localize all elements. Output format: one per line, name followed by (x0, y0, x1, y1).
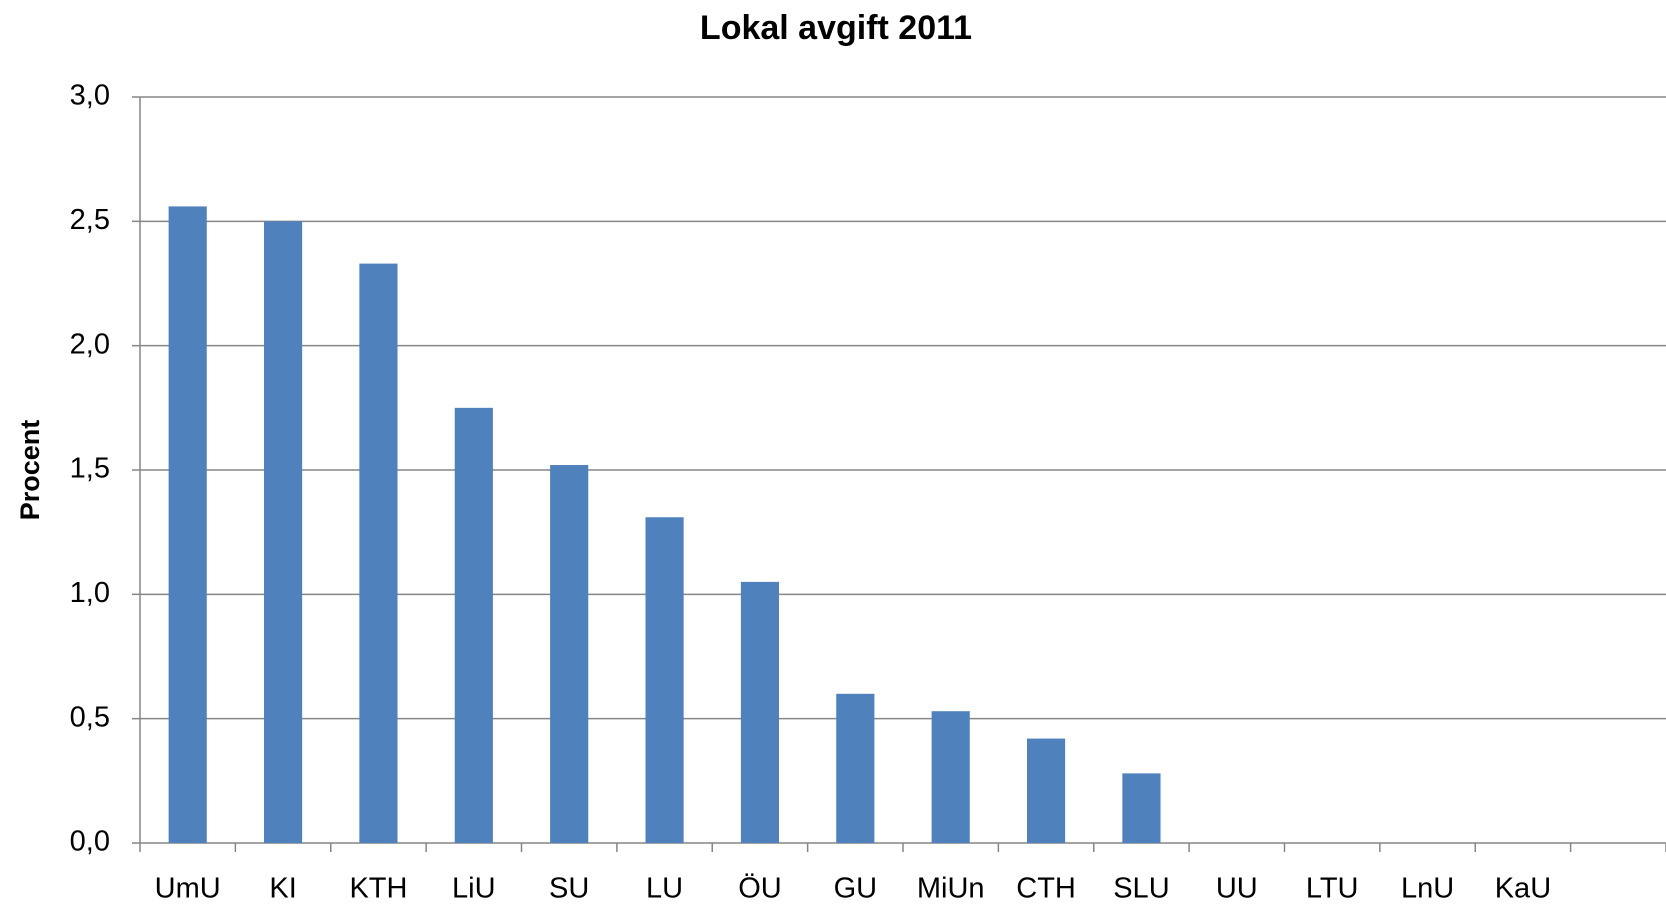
x-tick-label: MiUn (917, 873, 985, 905)
x-tick-label: KI (269, 873, 296, 905)
bar (168, 206, 207, 843)
bar (645, 517, 684, 843)
x-tick-label: GU (834, 873, 878, 905)
x-tick-label: UU (1216, 873, 1258, 905)
y-tick-label: 1,0 (70, 577, 110, 609)
y-tick-label: 2,0 (70, 328, 110, 360)
x-tick-label: SLU (1113, 873, 1169, 905)
bar (836, 693, 875, 843)
bar (740, 581, 780, 843)
x-tick-label: LnU (1401, 873, 1454, 905)
bar (1122, 773, 1161, 843)
bar (550, 465, 589, 843)
x-tick-label: UmU (155, 873, 221, 905)
bar (931, 711, 970, 843)
y-tick-label: 1,5 (70, 453, 110, 485)
x-tick-label: LiU (452, 873, 496, 905)
bar (359, 263, 398, 843)
x-tick-label: SU (549, 873, 589, 905)
bar (1026, 738, 1066, 843)
x-tick-label: ÖU (738, 873, 782, 905)
x-tick-label: KTH (349, 873, 407, 905)
x-tick-label: LU (646, 873, 683, 905)
y-tick-label: 3,0 (70, 80, 110, 112)
y-tick-label: 0,0 (70, 826, 110, 858)
bar (263, 221, 303, 844)
x-tick-label: CTH (1016, 873, 1076, 905)
x-tick-label: KaU (1495, 873, 1551, 905)
bar (454, 407, 493, 843)
y-tick-label: 0,5 (70, 701, 110, 733)
y-tick-label: 2,5 (70, 204, 110, 236)
y-axis-label: Procent (15, 420, 45, 521)
chart-title: Lokal avgift 2011 (700, 9, 972, 47)
x-tick-label: LTU (1306, 873, 1359, 905)
